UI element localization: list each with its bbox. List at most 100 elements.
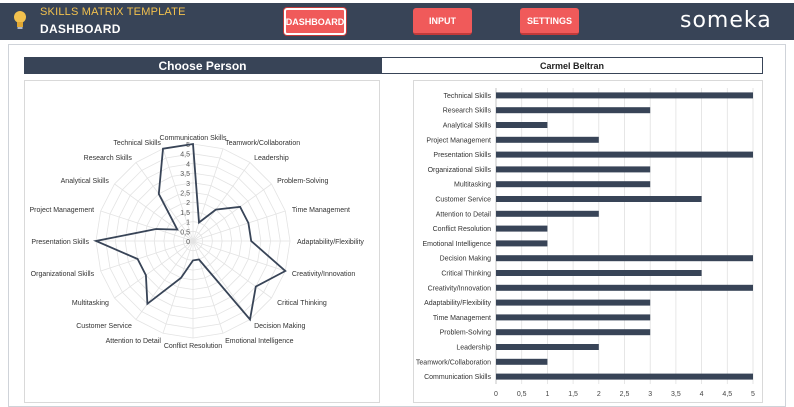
radar-series-line: [92, 142, 287, 322]
bar: [496, 255, 753, 262]
radar-tick-label: 2,5: [180, 191, 190, 198]
radar-tick-label: 4: [186, 161, 190, 168]
radar-category-label: Attention to Detail: [106, 338, 162, 345]
radar-category-label: Customer Service: [76, 323, 132, 330]
radar-spoke: [192, 210, 286, 242]
radar-spoke: [100, 240, 194, 272]
radar-category-label: Communication Skills: [160, 135, 227, 142]
app-header: SKILLS MATRIX TEMPLATE DASHBOARD DASHBOA…: [0, 0, 794, 40]
bar: [496, 284, 753, 291]
bar: [496, 92, 753, 99]
header-top-line: [0, 0, 794, 3]
bar: [496, 225, 548, 232]
bar-tick-label: 4,5: [722, 391, 732, 398]
bar-category-label: Technical Skills: [444, 93, 492, 100]
radar-tick-label: 0,5: [180, 229, 190, 236]
radar-spoke: [135, 162, 194, 242]
radar-tick-label: 4,5: [180, 152, 190, 159]
bar-chart-panel: 0 0,5 1 1,5 2 2,5 3 3,5 4 4,5 5 Technical Skills Res…: [413, 80, 763, 403]
brand-logo: someka: [680, 8, 772, 33]
bar: [496, 181, 651, 188]
radar-category-label: Creativity/Innovation: [292, 271, 356, 278]
choose-person-label: Choose Person: [24, 57, 381, 74]
bar-tick-label: 0,5: [517, 391, 527, 398]
radar-spoke: [192, 183, 272, 242]
bar-category-label: Decision Making: [440, 256, 491, 263]
radar-spoke: [192, 240, 251, 320]
bar-tick-label: 5: [751, 391, 755, 398]
bar-category-label: Time Management: [433, 315, 491, 322]
radar-category-label: Adaptability/Flexibility: [297, 239, 364, 246]
settings-button[interactable]: SETTINGS: [520, 8, 579, 35]
radar-category-label: Technical Skills: [113, 140, 161, 147]
radar-category-label: Organizational Skills: [31, 271, 95, 278]
bar-category-label: Problem-Solving: [440, 330, 491, 337]
bar: [496, 166, 651, 173]
radar-category-label: Leadership: [254, 155, 289, 162]
radar-spoke: [135, 240, 194, 320]
bar: [496, 240, 548, 247]
radar-spoke: [162, 148, 194, 242]
bar-category-label: Analytical Skills: [443, 123, 492, 130]
bar-category-label: Teamwork/Collaboration: [416, 359, 491, 366]
radar-category-label: Time Management: [292, 207, 350, 214]
radar-category-label: Research Skills: [84, 155, 133, 162]
lightbulb-icon: [14, 11, 26, 29]
radar-spoke: [162, 240, 194, 334]
bar-category-label: Multitasking: [454, 182, 491, 189]
radar-tick-label: 1: [186, 220, 190, 227]
radar-tick-label: 2: [186, 200, 190, 207]
bar-category-label: Communication Skills: [424, 374, 491, 381]
bar-category-label: Customer Service: [435, 197, 491, 204]
bar: [496, 299, 651, 306]
radar-spoke: [192, 240, 286, 272]
bar: [496, 196, 702, 202]
radar-spoke: [192, 240, 272, 299]
radar-category-label: Conflict Resolution: [164, 343, 222, 350]
bar: [496, 358, 548, 365]
bar-tick-label: 2: [597, 391, 601, 398]
bar-category-label: Critical Thinking: [441, 271, 491, 278]
radar-category-label: Presentation Skills: [31, 239, 89, 246]
bar-category-label: Emotional Intelligence: [423, 241, 492, 248]
radar-category-label: Teamwork/Collaboration: [225, 140, 300, 147]
person-selector[interactable]: Carmel Beltran: [381, 57, 763, 74]
bar-chart: 0 0,5 1 1,5 2 2,5 3 3,5 4 4,5 5 Technical Skills Res…: [416, 88, 755, 398]
input-button[interactable]: INPUT: [413, 8, 472, 35]
bar: [496, 314, 651, 321]
radar-spoke: [100, 210, 194, 242]
bar-tick-label: 0: [494, 391, 498, 398]
radar-category-label: Problem-Solving: [277, 178, 328, 185]
bar-category-label: Project Management: [426, 137, 491, 144]
radar-category-label: Project Management: [30, 207, 95, 214]
radar-category-label: Critical Thinking: [277, 300, 327, 307]
dashboard-button[interactable]: DASHBOARD: [284, 8, 346, 35]
radar-tick-label: 3,5: [180, 171, 190, 178]
bar-tick-label: 1: [545, 391, 549, 398]
bar-category-label: Creativity/Innovation: [428, 285, 492, 292]
bar: [496, 136, 599, 143]
app-subtitle: SKILLS MATRIX TEMPLATE: [40, 6, 186, 18]
bar-tick-label: 1,5: [568, 391, 578, 398]
bar-category-label: Research Skills: [443, 108, 492, 115]
bar-category-label: Attention to Detail: [436, 211, 492, 218]
radar-spoke: [114, 183, 194, 242]
radar-tick-label: 0: [186, 239, 190, 246]
bar-category-label: Leadership: [456, 345, 491, 352]
bar-category-label: Conflict Resolution: [433, 226, 491, 233]
bar-category-label: Adaptability/Flexibility: [424, 300, 491, 307]
bar: [496, 210, 599, 217]
bar-tick-label: 2,5: [620, 391, 630, 398]
radar-chart-panel: 0 0,5 1 1,5 2 2,5 3 3,5 4 4,5 5 Communication Skill…: [24, 80, 380, 403]
radar-tick-label: 1,5: [180, 210, 190, 217]
bar-category-label: Organizational Skills: [428, 167, 492, 174]
radar-category-label: Multitasking: [72, 300, 109, 307]
radar-category-label: Analytical Skills: [61, 178, 110, 185]
bar: [496, 270, 702, 276]
bar: [496, 344, 599, 350]
bar: [496, 373, 753, 380]
radar-category-label: Emotional Intelligence: [225, 338, 294, 345]
radar-category-label: Decision Making: [254, 323, 305, 330]
page-title: DASHBOARD: [40, 22, 121, 36]
radar-tick-label: 3: [186, 181, 190, 188]
